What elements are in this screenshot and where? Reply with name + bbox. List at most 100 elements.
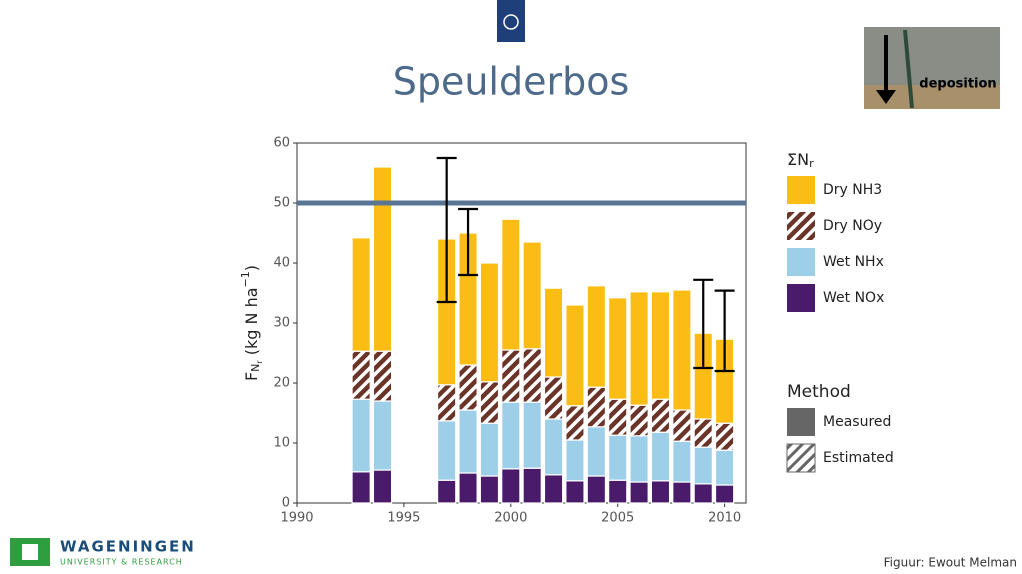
legend-swatch bbox=[787, 284, 815, 312]
y-tick-label: 0 bbox=[282, 496, 290, 511]
bar-segment bbox=[586, 426, 607, 477]
bar-segment bbox=[586, 386, 607, 428]
y-tick-label: 60 bbox=[273, 136, 290, 151]
bar-segment bbox=[543, 418, 564, 476]
x-tick-label: 1995 bbox=[387, 511, 420, 526]
bar-segment bbox=[629, 435, 649, 483]
bar-segment bbox=[650, 431, 671, 482]
crest bbox=[497, 0, 525, 42]
bar-segment bbox=[522, 401, 542, 469]
bar-segment bbox=[565, 304, 585, 407]
bar-segment bbox=[372, 469, 393, 504]
bar-segment bbox=[693, 483, 713, 504]
method-label: Measured bbox=[823, 414, 891, 430]
bar-segment bbox=[672, 481, 692, 504]
error-bar bbox=[714, 289, 735, 373]
y-axis-label: FNr (kg N ha−1) bbox=[239, 265, 264, 381]
bar-segment bbox=[693, 446, 713, 485]
bar-segment bbox=[543, 287, 564, 378]
method-legend-title: Method bbox=[787, 382, 851, 402]
bar-segment bbox=[586, 285, 607, 388]
bar-segment bbox=[372, 400, 393, 471]
bar-segment bbox=[351, 398, 371, 473]
photo-arrowhead bbox=[876, 90, 896, 104]
bar-segment bbox=[608, 398, 628, 436]
bar-segment bbox=[522, 467, 542, 504]
legend-swatch bbox=[787, 212, 815, 240]
error-bar bbox=[458, 207, 479, 277]
bar-segment bbox=[479, 262, 500, 383]
bar-segment bbox=[501, 468, 521, 504]
x-tick-label: 2010 bbox=[708, 511, 741, 526]
legend-swatch bbox=[787, 248, 815, 276]
y-tick-label: 40 bbox=[273, 256, 290, 271]
bar-segment bbox=[501, 349, 521, 403]
bar-segment bbox=[672, 289, 692, 411]
bar-segment bbox=[458, 409, 478, 474]
method-swatch bbox=[787, 408, 815, 436]
bar-segment bbox=[608, 297, 628, 400]
x-tick-label: 2000 bbox=[494, 511, 527, 526]
crest-emblem bbox=[503, 14, 519, 30]
bar-segment bbox=[351, 350, 371, 400]
y-tick-label: 30 bbox=[273, 316, 290, 331]
bar-segment bbox=[650, 398, 671, 433]
bar-segment bbox=[501, 401, 521, 470]
bar-segment bbox=[629, 481, 649, 504]
legend-title: ΣNr bbox=[787, 150, 814, 171]
bar-segment bbox=[522, 241, 542, 350]
bar-segment bbox=[608, 434, 628, 481]
bar-segment bbox=[608, 479, 628, 504]
bar-segment bbox=[351, 471, 371, 504]
bar-segment bbox=[629, 291, 649, 406]
bar-segment bbox=[458, 472, 478, 504]
slide-title: Speulderbos bbox=[393, 60, 630, 104]
legend-label: Wet NOx bbox=[823, 290, 884, 306]
bar-segment bbox=[479, 381, 500, 424]
legend-label: Dry NH3 bbox=[823, 182, 882, 198]
logo-subtext: UNIVERSITY & RESEARCH bbox=[60, 558, 183, 567]
bar-segment bbox=[436, 384, 457, 422]
bar-segment bbox=[693, 418, 713, 448]
bar-segment bbox=[714, 484, 735, 504]
bar-segment bbox=[479, 475, 500, 504]
bar-segment bbox=[714, 422, 735, 451]
method-swatch bbox=[786, 443, 816, 473]
bar-segment bbox=[565, 480, 585, 504]
error-bar bbox=[693, 278, 714, 370]
bar-segment bbox=[672, 409, 692, 442]
bar-segment bbox=[714, 449, 735, 486]
y-tick-label: 20 bbox=[273, 376, 290, 391]
logo-mark-inner bbox=[22, 544, 38, 560]
bar-segment bbox=[672, 440, 692, 483]
x-tick-label: 1990 bbox=[280, 511, 313, 526]
bar-segment bbox=[436, 479, 457, 504]
y-tick-label: 50 bbox=[273, 196, 290, 211]
credit: Figuur: Ewout Melman bbox=[884, 556, 1017, 570]
bar-segment bbox=[522, 348, 542, 403]
bar-segment bbox=[565, 439, 585, 482]
bar-segment bbox=[543, 376, 564, 420]
error-bar bbox=[436, 156, 457, 304]
logo-text: WAGENINGEN bbox=[60, 538, 196, 556]
bar-segment bbox=[565, 405, 585, 441]
y-tick-label: 10 bbox=[273, 436, 290, 451]
bar-segment bbox=[501, 218, 521, 351]
bar-segment bbox=[458, 364, 478, 411]
bar-segment bbox=[629, 404, 649, 437]
method-label: Estimated bbox=[823, 450, 894, 466]
bar-segment bbox=[436, 420, 457, 481]
photo-label: deposition bbox=[919, 77, 996, 92]
bar-segment bbox=[372, 350, 393, 402]
photo-tower bbox=[903, 29, 914, 109]
bar-segment bbox=[372, 166, 393, 352]
x-tick-label: 2005 bbox=[601, 511, 634, 526]
legend-swatch bbox=[787, 176, 815, 204]
bar-segment bbox=[351, 237, 371, 352]
legend-label: Wet NHx bbox=[823, 254, 884, 270]
bar-segment bbox=[650, 291, 671, 400]
bar-segment bbox=[650, 480, 671, 504]
bar-segment bbox=[586, 475, 607, 504]
bar-segment bbox=[479, 422, 500, 477]
